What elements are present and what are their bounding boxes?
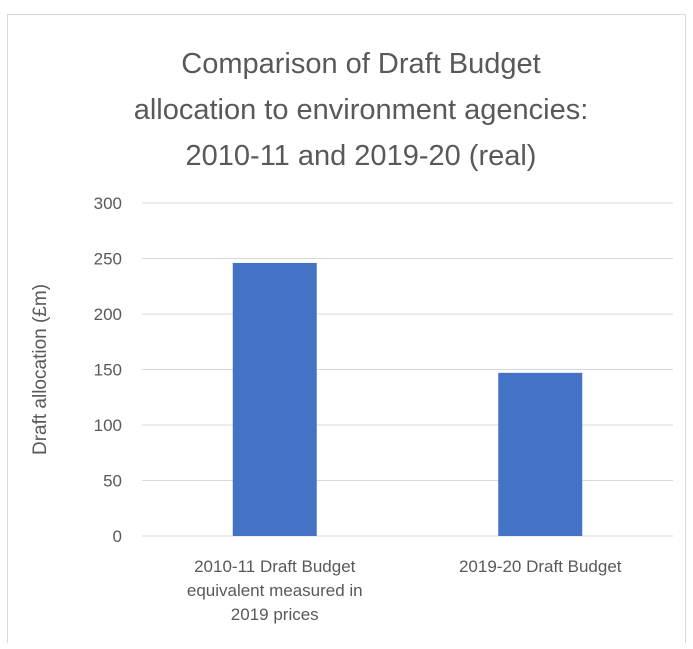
chart-title-line: allocation to environment agencies: xyxy=(134,94,589,126)
x-category-label: 2019-20 Draft Budget xyxy=(459,557,622,576)
chart-frame: Comparison of Draft Budget allocation to … xyxy=(7,14,686,643)
x-category-label: equivalent measured in xyxy=(187,581,363,600)
chart-title-line: Comparison of Draft Budget xyxy=(181,48,540,80)
bars xyxy=(232,262,583,536)
y-axis-label: Draft allocation (£m) xyxy=(30,284,51,455)
bar xyxy=(232,262,317,536)
y-tick-label: 0 xyxy=(113,527,122,546)
x-axis-category-labels: 2010-11 Draft Budget equivalent measured … xyxy=(187,557,622,624)
y-axis-ticks: 0 50 100 150 200 250 300 xyxy=(94,194,122,546)
x-category-label: 2019 prices xyxy=(231,605,319,624)
y-tick-label: 250 xyxy=(94,250,122,269)
gridlines xyxy=(142,202,673,537)
y-tick-label: 50 xyxy=(103,472,122,491)
y-tick-label: 150 xyxy=(94,361,122,380)
chart-title: Comparison of Draft Budget allocation to … xyxy=(134,48,589,172)
y-tick-label: 300 xyxy=(94,194,122,213)
y-tick-label: 200 xyxy=(94,305,122,324)
y-axis-label-text: Draft allocation (£m) xyxy=(30,284,51,455)
x-category-label: 2010-11 Draft Budget xyxy=(194,557,356,576)
y-tick-label: 100 xyxy=(94,416,122,435)
bar xyxy=(498,372,583,536)
chart-title-line: 2010-11 and 2019-20 (real) xyxy=(186,140,537,172)
bar-chart: Comparison of Draft Budget allocation to … xyxy=(30,48,673,624)
